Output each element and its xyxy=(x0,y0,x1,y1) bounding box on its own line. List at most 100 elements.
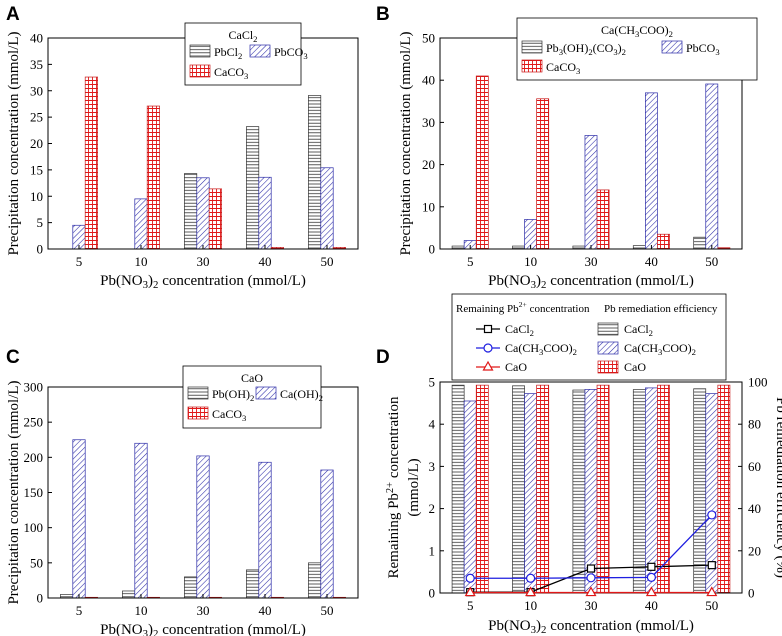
bar-diag-3 xyxy=(258,176,272,250)
legend-swatch-diag xyxy=(249,44,271,58)
bar-grid-4 xyxy=(717,384,731,594)
y-tick-label: 200 xyxy=(24,450,44,465)
x-axis-title: Pb(NO3​)2​ concentration (mmol/L) xyxy=(488,273,694,291)
legend-label: CaCO3​ xyxy=(214,65,248,81)
y-tick-label: 0 xyxy=(429,242,436,257)
bar-hlines-4 xyxy=(693,236,707,250)
x-tick-label: 50 xyxy=(705,254,718,269)
marker-circle xyxy=(586,573,596,583)
y-tick-label: 30 xyxy=(30,83,43,98)
legend-header-left: Remaining Pb2+​ concentration xyxy=(456,300,590,315)
panel-label-b: B xyxy=(376,4,390,25)
marker-circle xyxy=(525,573,536,583)
y-tick-label: 20 xyxy=(30,136,43,151)
bar-diag-3 xyxy=(645,92,658,250)
y-tick-label: 5 xyxy=(429,375,436,390)
bar-diag-2 xyxy=(196,455,210,599)
legend-title: CaCl2​ xyxy=(229,28,258,44)
legend-swatch-hlines xyxy=(187,386,209,400)
legend-label: Ca(CH3​COO)2​ xyxy=(624,341,696,357)
legend-swatch-hlines xyxy=(597,322,619,336)
y-tick-label: 15 xyxy=(30,162,43,177)
x-axis-title: Pb(NO3​)2​ concentration (mmol/L) xyxy=(100,622,306,636)
legend-label: Ca(OH)2​ xyxy=(280,387,323,403)
legend-box xyxy=(451,293,727,381)
marker-triangle xyxy=(585,586,597,597)
legend-label: CaCl2​ xyxy=(505,322,534,338)
y-tick-label: 1 xyxy=(429,543,436,558)
x-tick-label: 40 xyxy=(645,598,658,613)
bar-grid-3 xyxy=(657,233,670,250)
marker-circle xyxy=(465,573,475,583)
x-tick-label: 5 xyxy=(467,598,474,613)
panel-b: 5 10 30 40 50 0 10 20 30 40 50 Pb(NO3​)2​ concentra… xyxy=(398,17,758,291)
bar-hlines-4 xyxy=(693,388,707,594)
x-tick-label: 5 xyxy=(76,254,83,269)
bar-grid-0 xyxy=(475,75,489,250)
legend-header-right: Pb remediation efficiency xyxy=(604,303,718,315)
panel-a: 5 10 30 40 50 0 5 10 15 20 25 30 35 40 Pb(NO3​)2​ conc… xyxy=(6,22,359,291)
y-tick-label: 2 xyxy=(429,501,436,516)
y-tick-label: 0 xyxy=(748,586,755,601)
bar-grid-1 xyxy=(146,105,160,250)
legend-swatch-grid xyxy=(189,64,211,78)
bar-diag-0 xyxy=(463,400,477,594)
legend-title: Ca(CH3​COO)2​ xyxy=(601,23,673,39)
panel-c: 5 10 30 40 50 0 50 100 150 200 250 300 Pb(NO3​)2​ co… xyxy=(6,365,359,636)
bar-hlines-4 xyxy=(308,562,322,599)
legend-label: CaCO3​ xyxy=(546,60,580,76)
bar-grid-2 xyxy=(596,189,610,250)
legend-label: Pb3​(OH)2​(CO3​)2​ xyxy=(546,41,626,57)
bar-diag-4 xyxy=(705,83,719,250)
y-axis-title-left: Remaining Pb2+​ concentration(mmol/L) xyxy=(385,396,422,578)
y-tick-label: 40 xyxy=(422,73,435,88)
y-tick-label: 10 xyxy=(422,199,435,214)
x-tick-label: 50 xyxy=(705,598,718,613)
legend-marker-circle xyxy=(483,343,493,353)
legend-swatch-grid xyxy=(597,360,619,374)
legend-swatch-diag xyxy=(661,40,683,54)
y-axis-title: Precipitation concentration (mmol/L) xyxy=(6,380,22,604)
legend-swatch-diag xyxy=(597,341,619,355)
x-axis-title: Pb(NO3​)2​ concentration (mmol/L) xyxy=(488,618,694,636)
bar-hlines-3 xyxy=(632,389,646,594)
x-tick-label: 10 xyxy=(135,603,148,618)
legend-swatch-hlines xyxy=(189,44,211,58)
legend-label: CaO xyxy=(624,360,646,374)
x-tick-label: 30 xyxy=(585,598,598,613)
y-tick-label: 50 xyxy=(422,31,435,46)
y-tick-label: 80 xyxy=(748,417,761,432)
x-tick-label: 40 xyxy=(645,254,658,269)
bar-hlines-1 xyxy=(512,385,525,594)
legend-swatch-diag xyxy=(255,386,277,400)
y-tick-label: 0 xyxy=(37,591,44,606)
panel-label-a: A xyxy=(6,4,20,25)
x-tick-label: 5 xyxy=(467,254,474,269)
legend-title: CaO xyxy=(241,371,263,385)
x-tick-label: 5 xyxy=(76,603,83,618)
bar-diag-1 xyxy=(524,219,537,250)
bar-hlines-1 xyxy=(122,590,136,599)
bar-diag-1 xyxy=(524,393,537,594)
bar-diag-1 xyxy=(134,198,148,250)
bar-hlines-2 xyxy=(184,173,198,250)
y-tick-label: 10 xyxy=(30,189,43,204)
bar-grid-0 xyxy=(84,76,98,250)
x-tick-label: 10 xyxy=(135,254,148,269)
x-tick-label: 50 xyxy=(321,603,334,618)
marker-circle xyxy=(646,572,657,582)
legend-swatch-grid xyxy=(521,59,543,73)
bar-hlines-4 xyxy=(308,95,322,250)
y-tick-label: 25 xyxy=(30,110,43,125)
bar-diag-1 xyxy=(134,442,148,599)
marker-square xyxy=(647,562,656,571)
y-tick-label: 300 xyxy=(24,380,44,395)
y-tick-label: 150 xyxy=(24,485,44,500)
y-tick-label: 30 xyxy=(422,115,435,130)
marker-circle xyxy=(707,510,717,520)
y-tick-label: 20 xyxy=(422,157,435,172)
marker-triangle xyxy=(525,586,537,597)
bar-grid-0 xyxy=(475,384,489,594)
y-tick-label: 40 xyxy=(30,31,43,46)
